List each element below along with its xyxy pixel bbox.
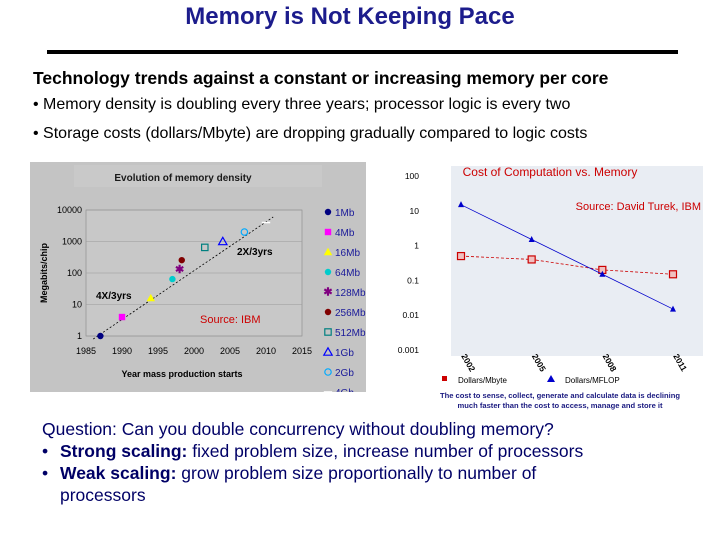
cost-point-mflop: [528, 235, 535, 242]
slide-subtitle: Technology trends against a constant or …: [33, 68, 609, 88]
legend-marker-64mb: [324, 268, 332, 276]
legend-label-128mb: 128Mb: [335, 288, 366, 299]
cost-plot-area: [451, 166, 703, 356]
legend-label-dollars-mbyte: Dollars/Mbyte: [458, 376, 507, 385]
bullet-memory-density: • Memory density is doubling every three…: [33, 96, 571, 113]
cost-chart-title: Cost of Computation vs. Memory: [463, 165, 638, 179]
cost-point-mbyte: [527, 255, 536, 264]
weak-scaling-text: grow problem size proportionally to numb…: [176, 463, 537, 483]
cost-series-line-mbyte: [460, 255, 674, 275]
legend-label-dollars-mflop: Dollars/MFLOP: [565, 376, 620, 385]
bullet-storage-costs: • Storage costs (dollars/Mbyte) are drop…: [33, 125, 588, 142]
strong-bullet-mark: •: [42, 441, 49, 461]
memory-y-tick-label: 1000: [62, 237, 82, 247]
cost-y-tick-label: 0.001: [398, 345, 420, 355]
legend-label-512mb: 512Mb: [335, 328, 366, 339]
memory-point-2gb: [240, 228, 249, 236]
legend-marker-dollars-mflop: [547, 375, 555, 382]
legend-marker-4mb: [324, 228, 332, 236]
memory-point-1gb: [217, 236, 229, 246]
legend-marker-1gb: [322, 346, 334, 356]
annotation-4x-3yrs: 4X/3yrs: [96, 291, 132, 302]
memory-x-tick-label: 2000: [184, 346, 204, 356]
legend-label-1mb: 1Mb: [335, 208, 355, 219]
legend-marker-16mb: [323, 247, 333, 256]
memory-point-512mb: [201, 243, 209, 252]
memory-x-tick-label: 2005: [220, 346, 240, 356]
cost-chart-source: Source: David Turek, IBM: [576, 201, 701, 213]
memory-chart-source: Source: IBM: [200, 314, 261, 326]
memory-chart-title-box: [74, 165, 322, 187]
memory-x-tick-label: 2015: [292, 346, 312, 356]
memory-x-tick-label: 1995: [148, 346, 168, 356]
legend-marker-1mb: [324, 208, 332, 216]
cost-point-mflop: [670, 305, 676, 312]
cost-point-mflop: [458, 201, 464, 208]
memory-point-4mb: [118, 313, 126, 321]
cost-point-mbyte: [668, 270, 678, 279]
weak-bullet-mark: •: [42, 463, 49, 483]
memory-y-axis-label: Megabits/chip: [39, 242, 49, 303]
legend-label-2gb: 2Gb: [335, 368, 354, 379]
memory-point-64mb: [169, 275, 176, 283]
legend-label-4mb: 4Mb: [335, 228, 355, 239]
cost-series-line-mflop: [460, 204, 674, 310]
memory-density-chart: Evolution of memory density 10000 1000 100…: [30, 162, 366, 392]
annotation-2x-3yrs: 2X/3yrs: [237, 247, 273, 258]
memory-point-256mb: [178, 256, 185, 264]
memory-x-tick-label: 1990: [112, 346, 132, 356]
memory-x-tick-label: 2010: [256, 346, 276, 356]
weak-scaling-item: • Weak scaling: grow problem size proport…: [42, 462, 583, 484]
cost-y-tick-label: 10: [410, 206, 420, 216]
legend-label-1gb: 1Gb: [335, 348, 354, 359]
question-line: Question: Can you double concurrency wit…: [42, 419, 554, 439]
memory-chart-title: Evolution of memory density: [114, 173, 252, 184]
strong-scaling-item: • Strong scaling: fixed problem size, inc…: [42, 440, 583, 462]
memory-x-axis-label: Year mass production starts: [121, 369, 242, 379]
cost-point-mbyte: [456, 251, 466, 261]
question-block: Question: Can you double concurrency wit…: [42, 418, 583, 506]
cost-caption-line2: much faster than the cost to access, man…: [457, 401, 663, 410]
memory-point-16mb: [146, 293, 155, 302]
cost-caption-line1: The cost to sense, collect, generate and…: [440, 391, 680, 400]
legend-marker-2gb: [324, 368, 332, 376]
legend-marker-512mb: [324, 328, 332, 336]
legend-label-64mb: 64Mb: [335, 268, 360, 279]
weak-scaling-term: Weak scaling:: [60, 463, 177, 483]
legend-label-4gb: 4Gb: [335, 388, 354, 392]
cost-y-tick-label: 0.1: [407, 275, 419, 285]
memory-y-tick-label: 10: [72, 300, 82, 310]
cost-y-tick-label: 0.01: [402, 310, 419, 320]
strong-scaling-text: fixed problem size, increase number of p…: [187, 441, 584, 461]
cost-point-mflop: [599, 270, 606, 277]
memory-y-tick-label: 100: [67, 268, 82, 278]
cost-y-tick-label: 100: [405, 171, 419, 181]
cost-y-tick-label: 1: [414, 241, 419, 251]
strong-scaling-term: Strong scaling:: [60, 441, 188, 461]
memory-y-tick-label: 1: [77, 331, 82, 341]
legend-label-256mb: 256Mb: [335, 308, 366, 319]
memory-point-128mb: ✱: [175, 264, 184, 276]
slide-title: Memory is Not Keeping Pace: [185, 3, 515, 30]
title-rule: [47, 50, 678, 54]
weak-scaling-continuation: processors: [60, 485, 146, 505]
legend-marker-256mb: [324, 308, 332, 316]
legend-marker-dollars-mbyte: [442, 376, 447, 381]
legend-marker-128mb: ✱: [323, 287, 332, 299]
memory-x-tick-label: 1985: [76, 346, 96, 356]
memory-y-tick-label: 10000: [57, 205, 82, 215]
legend-label-16mb: 16Mb: [335, 248, 360, 259]
memory-point-1mb: [97, 332, 104, 340]
